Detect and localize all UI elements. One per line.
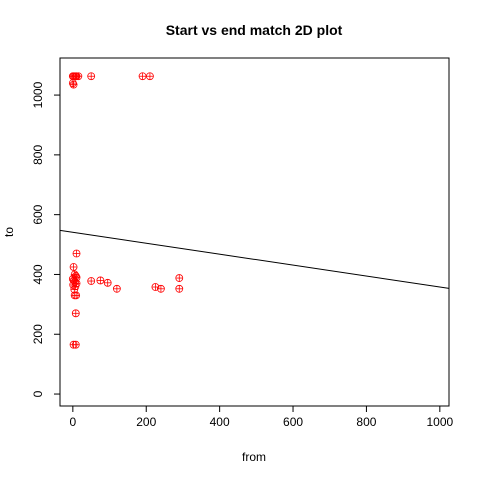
point — [71, 309, 80, 318]
point — [69, 263, 78, 271]
y-tick-label: 200 — [31, 324, 45, 344]
point — [103, 278, 112, 287]
x-tick-label: 1000 — [426, 415, 453, 429]
point — [72, 249, 81, 258]
point — [72, 273, 81, 282]
y-tick-label: 1000 — [31, 81, 45, 108]
y-tick-label: 800 — [31, 145, 45, 165]
point — [87, 72, 96, 81]
point — [87, 277, 96, 285]
x-tick-label: 0 — [70, 415, 77, 429]
x-tick-label: 800 — [356, 415, 376, 429]
fit-line — [59, 229, 450, 289]
chart-title: Start vs end match 2D plot — [166, 22, 343, 38]
y-axis-label: to — [2, 227, 16, 237]
point — [112, 284, 121, 293]
x-tick-label: 200 — [136, 415, 156, 429]
point — [74, 72, 83, 81]
y-tick-label: 0 — [31, 390, 45, 397]
point — [157, 284, 165, 293]
y-tick-label: 600 — [31, 204, 45, 224]
point — [138, 72, 147, 81]
x-axis-label: from — [242, 450, 266, 464]
point — [69, 80, 78, 89]
point — [71, 340, 80, 349]
point — [146, 72, 154, 81]
point — [96, 276, 105, 285]
point — [175, 284, 184, 293]
y-tick-label: 400 — [31, 264, 45, 284]
x-tick-label: 400 — [210, 415, 230, 429]
point — [70, 291, 79, 300]
x-tick-label: 600 — [283, 415, 303, 429]
point — [175, 274, 184, 282]
